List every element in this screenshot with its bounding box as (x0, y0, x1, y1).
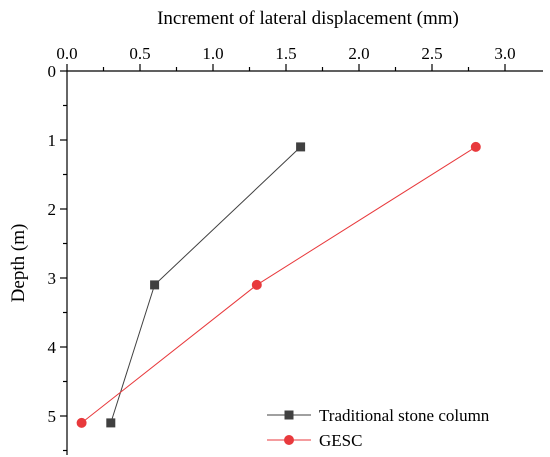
x-tick-label: 2.5 (421, 44, 442, 63)
series-line (110, 146, 301, 424)
data-point (296, 142, 306, 152)
data-point (470, 141, 481, 152)
y-tick-label: 5 (48, 407, 57, 426)
y-tick-label: 1 (48, 131, 57, 150)
x-tick-label: 0.0 (56, 44, 77, 63)
series-1 (106, 142, 306, 428)
y-tick-label: 3 (48, 269, 57, 288)
series-line (81, 146, 477, 424)
x-axis-ticks: 0.0 0.5 1.0 1.5 2.0 2.5 3.0 (56, 44, 516, 71)
x-tick-label: 2.0 (348, 44, 369, 63)
plot-series (76, 141, 481, 428)
legend-marker (284, 435, 294, 445)
legend-marker (284, 410, 294, 420)
x-tick-label: 0.5 (129, 44, 150, 63)
legend-item: GESC (267, 431, 362, 450)
series-2 (76, 141, 481, 428)
x-axis-title: Increment of lateral displacement (mm) (157, 8, 459, 29)
y-tick-label: 0 (48, 62, 57, 81)
y-tick-label: 4 (48, 338, 57, 357)
legend-item: Traditional stone column (267, 406, 490, 425)
x-tick-label: 1.5 (275, 44, 296, 63)
y-tick-label: 2 (48, 200, 57, 219)
x-tick-label: 1.0 (202, 44, 223, 63)
y-axis-ticks: 0 1 2 3 4 5 (48, 62, 67, 452)
legend-label: GESC (319, 431, 362, 450)
data-point (106, 418, 116, 428)
data-point (150, 280, 160, 290)
legend-label: Traditional stone column (319, 406, 490, 425)
x-tick-label: 3.0 (494, 44, 515, 63)
y-axis-title: Depth (m) (8, 224, 29, 303)
data-point (251, 279, 262, 290)
axes (66, 70, 543, 455)
data-point (76, 417, 87, 428)
legend: Traditional stone column GESC (267, 406, 490, 450)
